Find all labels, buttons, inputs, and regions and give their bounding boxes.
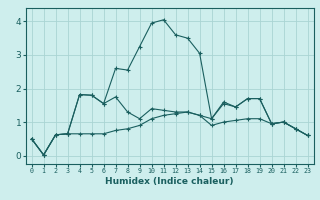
X-axis label: Humidex (Indice chaleur): Humidex (Indice chaleur) [105,177,234,186]
